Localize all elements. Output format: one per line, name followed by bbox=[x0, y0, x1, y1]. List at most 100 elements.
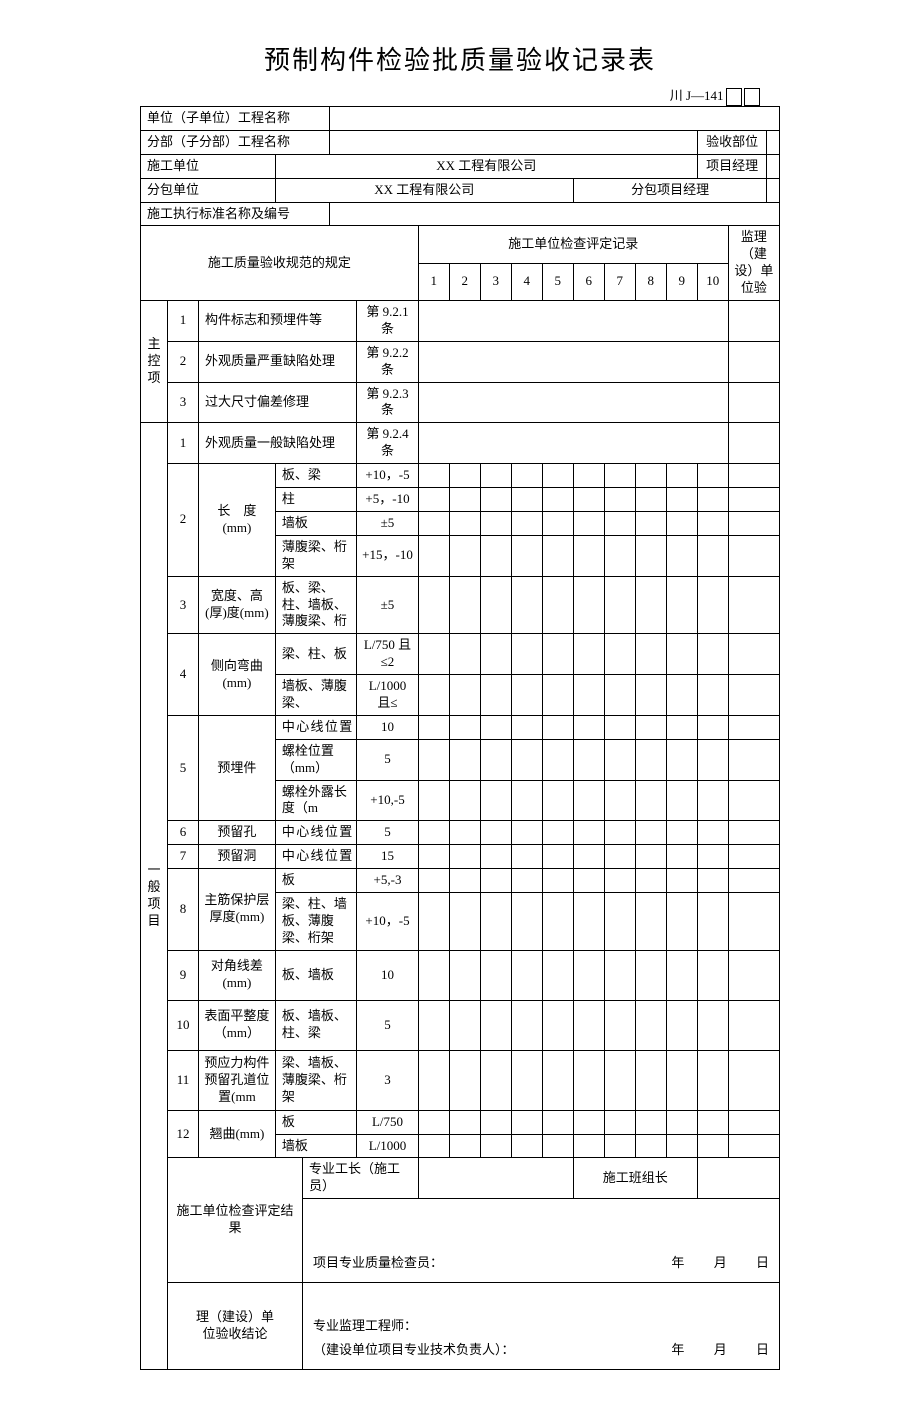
check-cell[interactable] bbox=[542, 1000, 573, 1050]
accept-part-value[interactable] bbox=[767, 130, 780, 154]
check-cell[interactable] bbox=[573, 464, 604, 488]
check-cell[interactable] bbox=[449, 535, 480, 576]
check-cell[interactable] bbox=[666, 869, 697, 893]
check-cell[interactable] bbox=[480, 845, 511, 869]
supervision-cell[interactable] bbox=[728, 301, 779, 342]
check-cell[interactable] bbox=[666, 535, 697, 576]
foreman-value[interactable] bbox=[418, 1158, 573, 1199]
check-cell[interactable] bbox=[418, 675, 449, 716]
check-cell[interactable] bbox=[604, 950, 635, 1000]
check-cell[interactable] bbox=[449, 780, 480, 821]
check-cell[interactable] bbox=[573, 1000, 604, 1050]
check-cell[interactable] bbox=[697, 576, 728, 634]
check-cell[interactable] bbox=[449, 892, 480, 950]
check-cell[interactable] bbox=[697, 845, 728, 869]
check-cell[interactable] bbox=[449, 1110, 480, 1134]
check-cell[interactable] bbox=[666, 892, 697, 950]
check-cell[interactable] bbox=[542, 464, 573, 488]
supervision-cell[interactable] bbox=[728, 675, 779, 716]
check-cell[interactable] bbox=[449, 675, 480, 716]
supervision-cell[interactable] bbox=[728, 715, 779, 739]
check-cell[interactable] bbox=[635, 535, 666, 576]
check-cell[interactable] bbox=[573, 869, 604, 893]
supervision-cell[interactable] bbox=[728, 576, 779, 634]
check-cell[interactable] bbox=[666, 576, 697, 634]
check-cell[interactable] bbox=[697, 488, 728, 512]
check-cell[interactable] bbox=[697, 869, 728, 893]
check-cell[interactable] bbox=[418, 423, 728, 464]
check-cell[interactable] bbox=[542, 869, 573, 893]
check-cell[interactable] bbox=[511, 675, 542, 716]
check-cell[interactable] bbox=[542, 634, 573, 675]
check-cell[interactable] bbox=[604, 739, 635, 780]
check-cell[interactable] bbox=[635, 715, 666, 739]
check-cell[interactable] bbox=[418, 511, 449, 535]
check-cell[interactable] bbox=[418, 845, 449, 869]
check-cell[interactable] bbox=[697, 780, 728, 821]
check-cell[interactable] bbox=[480, 634, 511, 675]
check-cell[interactable] bbox=[635, 845, 666, 869]
check-cell[interactable] bbox=[604, 675, 635, 716]
check-cell[interactable] bbox=[449, 845, 480, 869]
standard-value[interactable] bbox=[330, 202, 780, 226]
supervision-cell[interactable] bbox=[728, 464, 779, 488]
check-cell[interactable] bbox=[480, 950, 511, 1000]
check-cell[interactable] bbox=[480, 780, 511, 821]
check-cell[interactable] bbox=[666, 1000, 697, 1050]
check-cell[interactable] bbox=[604, 780, 635, 821]
check-cell[interactable] bbox=[480, 535, 511, 576]
check-cell[interactable] bbox=[542, 780, 573, 821]
check-cell[interactable] bbox=[511, 576, 542, 634]
check-cell[interactable] bbox=[511, 511, 542, 535]
check-cell[interactable] bbox=[573, 675, 604, 716]
supervision-cell[interactable] bbox=[728, 780, 779, 821]
check-cell[interactable] bbox=[604, 634, 635, 675]
supervision-cell[interactable] bbox=[728, 382, 779, 423]
check-cell[interactable] bbox=[480, 1134, 511, 1158]
check-cell[interactable] bbox=[604, 535, 635, 576]
check-cell[interactable] bbox=[418, 576, 449, 634]
check-cell[interactable] bbox=[449, 715, 480, 739]
pm-value[interactable] bbox=[767, 154, 780, 178]
check-cell[interactable] bbox=[666, 488, 697, 512]
check-cell[interactable] bbox=[697, 511, 728, 535]
check-cell[interactable] bbox=[542, 739, 573, 780]
check-cell[interactable] bbox=[480, 892, 511, 950]
check-cell[interactable] bbox=[635, 464, 666, 488]
check-cell[interactable] bbox=[604, 488, 635, 512]
quality-checker-area[interactable]: 项目专业质量检查员： 年 月 日 bbox=[302, 1199, 779, 1283]
supervision-cell[interactable] bbox=[728, 1000, 779, 1050]
construction-unit-value[interactable]: XX 工程有限公司 bbox=[275, 154, 697, 178]
check-cell[interactable] bbox=[666, 634, 697, 675]
check-cell[interactable] bbox=[418, 821, 449, 845]
supervision-cell[interactable] bbox=[728, 341, 779, 382]
check-cell[interactable] bbox=[480, 576, 511, 634]
check-cell[interactable] bbox=[635, 576, 666, 634]
check-cell[interactable] bbox=[542, 535, 573, 576]
supervision-cell[interactable] bbox=[728, 488, 779, 512]
check-cell[interactable] bbox=[480, 464, 511, 488]
check-cell[interactable] bbox=[697, 1134, 728, 1158]
check-cell[interactable] bbox=[604, 1134, 635, 1158]
check-cell[interactable] bbox=[511, 464, 542, 488]
check-cell[interactable] bbox=[542, 576, 573, 634]
check-cell[interactable] bbox=[697, 1050, 728, 1110]
check-cell[interactable] bbox=[666, 845, 697, 869]
check-cell[interactable] bbox=[573, 488, 604, 512]
check-cell[interactable] bbox=[511, 821, 542, 845]
check-cell[interactable] bbox=[635, 1134, 666, 1158]
check-cell[interactable] bbox=[635, 1050, 666, 1110]
check-cell[interactable] bbox=[573, 576, 604, 634]
supervision-cell[interactable] bbox=[728, 892, 779, 950]
check-cell[interactable] bbox=[542, 1110, 573, 1134]
check-cell[interactable] bbox=[666, 1110, 697, 1134]
check-cell[interactable] bbox=[573, 845, 604, 869]
check-cell[interactable] bbox=[418, 464, 449, 488]
check-cell[interactable] bbox=[697, 892, 728, 950]
check-cell[interactable] bbox=[573, 511, 604, 535]
check-cell[interactable] bbox=[635, 675, 666, 716]
check-cell[interactable] bbox=[666, 780, 697, 821]
check-cell[interactable] bbox=[604, 869, 635, 893]
check-cell[interactable] bbox=[666, 1050, 697, 1110]
check-cell[interactable] bbox=[573, 1050, 604, 1110]
